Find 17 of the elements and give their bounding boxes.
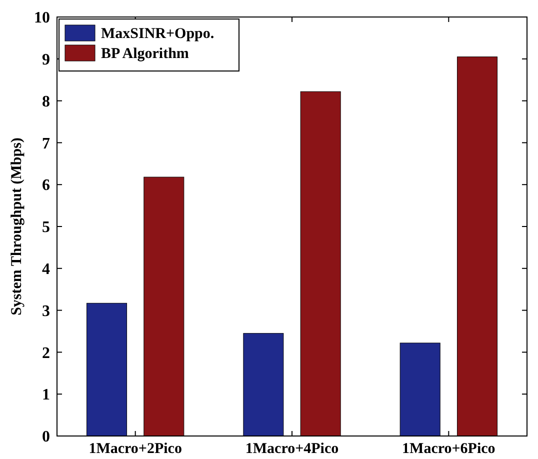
- y-tick-label: 4: [42, 261, 50, 278]
- legend-label: BP Algorithm: [101, 46, 190, 62]
- legend-label: MaxSINR+Oppo.: [101, 26, 214, 42]
- y-axis-title: System Throughput (Mbps): [9, 138, 25, 316]
- x-tick-label: 1Macro+4Pico: [245, 441, 339, 457]
- y-tick-label: 6: [42, 177, 50, 194]
- y-tick-label: 9: [42, 52, 50, 68]
- y-tick-label: 7: [42, 135, 50, 152]
- x-tick-label: 1Macro+2Pico: [88, 441, 182, 457]
- x-tick-label: 1Macro+6Pico: [402, 441, 496, 457]
- y-tick-label: 5: [42, 219, 50, 236]
- y-tick-label: 1: [42, 386, 50, 404]
- y-tick-label: 8: [42, 93, 50, 110]
- y-tick-label: 3: [42, 302, 50, 320]
- y-tick-label: 2: [42, 344, 50, 362]
- y-tick-label: 10: [34, 10, 50, 27]
- y-tick-label: 0: [42, 428, 50, 446]
